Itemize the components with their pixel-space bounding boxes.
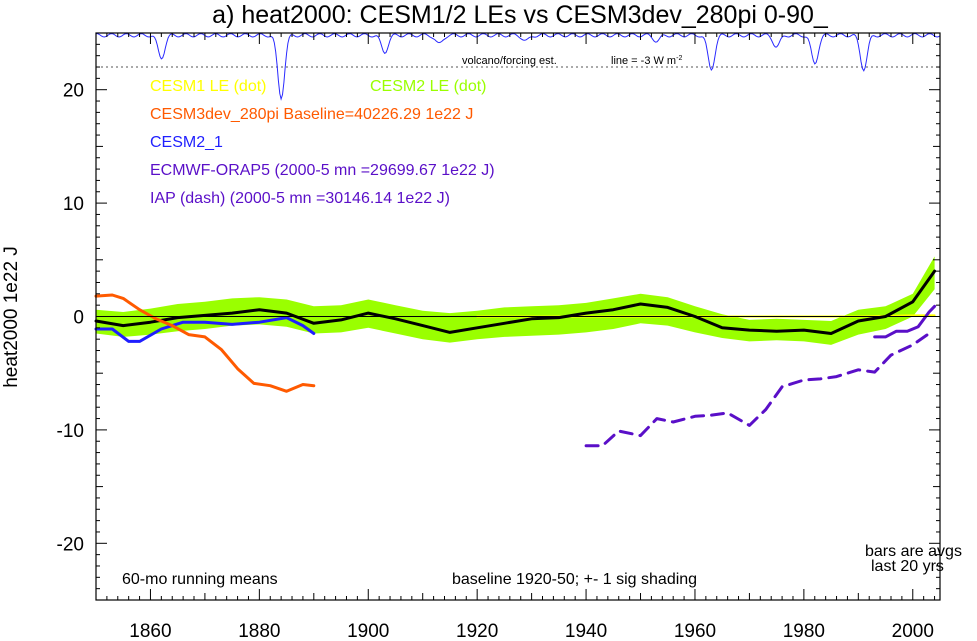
series-cesm3dev-line [94, 293, 316, 393]
legend-cesm1: CESM1 LE (dot) [150, 78, 266, 95]
series-ensemble_mean-line [94, 269, 937, 335]
volcano-forcing-label: volcano/forcing est. [462, 55, 557, 67]
series-orap5-line [873, 304, 937, 339]
shading-layer [96, 256, 935, 345]
x-tick-label: 1860 [129, 621, 171, 641]
y-axis-label: heat2000 1e22 J [1, 246, 22, 388]
y-tick-label: -10 [57, 421, 84, 442]
legend-cesm2-le: CESM2 LE (dot) [370, 78, 486, 95]
series-layer [94, 269, 937, 448]
bars-note-line1: bars are avgs [865, 543, 962, 560]
legend-iap: IAP (dash) (2000-5 mn =30146.14 1e22 J) [150, 190, 450, 207]
bars-note-line2: last 20 yrs [871, 558, 944, 575]
x-tick-label: 1880 [238, 621, 280, 641]
x-tick-label: 1960 [674, 621, 716, 641]
series-cesm2_1-line [94, 316, 316, 343]
legend-cesm3dev: CESM3dev_280pi Baseline=40226.29 1e22 J [150, 106, 473, 123]
y-tick-label: 10 [63, 194, 84, 215]
baseline-note: baseline 1920-50; +- 1 sig shading [452, 571, 697, 588]
chart-title: a) heat2000: CESM1/2 LEs vs CESM3dev_280… [212, 1, 829, 29]
volcano-line-label: line = -3 W m-2 [611, 55, 682, 67]
series-iap-line [584, 332, 931, 448]
x-tick-label: 2000 [892, 621, 934, 641]
series-cesm2_le-band [96, 256, 935, 345]
y-tick-label: 20 [63, 81, 84, 102]
volcano-forcing-line [96, 33, 941, 101]
y-tick-label: -20 [57, 534, 84, 555]
y-tick-label: 0 [73, 308, 84, 329]
volcano-line-label-text: line = -3 W m [611, 55, 676, 67]
running-means-note: 60-mo running means [122, 571, 278, 588]
volcano-layer [96, 33, 941, 101]
legend-orap5: ECMWF-ORAP5 (2000-5 mn =29699.67 1e22 J) [150, 162, 495, 179]
x-tick-label: 1920 [456, 621, 498, 641]
x-tick-label: 1900 [347, 621, 389, 641]
x-tick-label: 1940 [565, 621, 607, 641]
legend-cesm2-1: CESM2_1 [150, 134, 223, 151]
volcano-line-label-exponent: -2 [676, 55, 682, 62]
x-tick-label: 1980 [783, 621, 825, 641]
tick-layer: 1860 1880 1900 1920 1940 1960 1980 2000 -20 -10 0 1… [57, 32, 940, 641]
